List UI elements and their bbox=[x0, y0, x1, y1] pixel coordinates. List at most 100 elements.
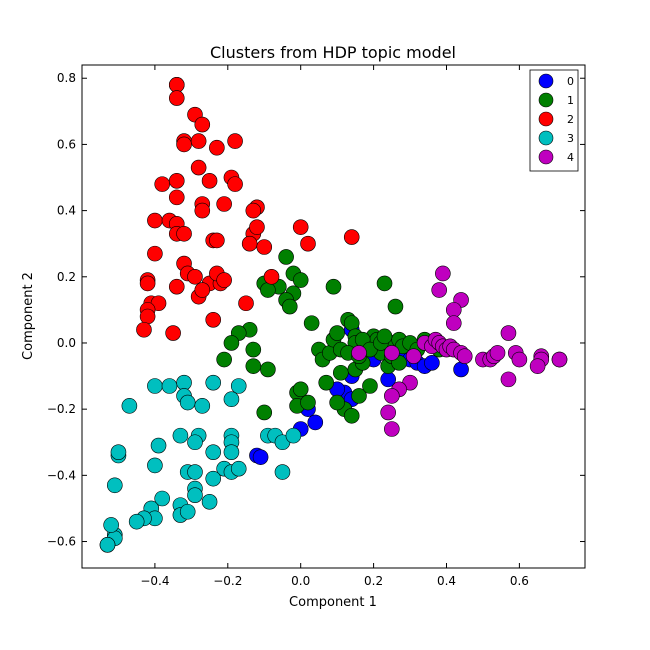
point-1-22 bbox=[300, 394, 316, 411]
point-4-21 bbox=[511, 351, 528, 368]
point-4-34 bbox=[351, 345, 367, 361]
point-1-25 bbox=[318, 374, 335, 391]
y-tick-label: −0.4 bbox=[47, 468, 76, 482]
point-2-10 bbox=[190, 159, 207, 176]
point-3-3 bbox=[205, 374, 222, 391]
y-tick-label: 0.2 bbox=[57, 270, 76, 284]
series-3 bbox=[99, 374, 302, 553]
point-4-35 bbox=[384, 345, 400, 361]
point-1-46 bbox=[387, 298, 404, 315]
point-2-52 bbox=[136, 321, 152, 338]
point-4-5 bbox=[500, 325, 517, 341]
point-3-33 bbox=[154, 490, 170, 507]
point-4-25 bbox=[551, 351, 568, 368]
point-3-39 bbox=[201, 494, 218, 510]
legend-label-0: 0 bbox=[567, 75, 574, 88]
legend-label-4: 4 bbox=[567, 151, 574, 164]
point-2-44 bbox=[216, 272, 232, 288]
point-2-28 bbox=[209, 232, 225, 249]
point-4-27 bbox=[500, 371, 517, 388]
y-tick-label: 0.6 bbox=[57, 137, 76, 151]
point-1-2 bbox=[292, 272, 309, 288]
point-1-13 bbox=[223, 335, 240, 351]
plot-area bbox=[99, 77, 568, 553]
point-2-30 bbox=[249, 219, 265, 235]
point-4-26 bbox=[529, 358, 546, 374]
y-tick-label: −0.6 bbox=[47, 535, 76, 549]
point-2-11 bbox=[201, 173, 218, 189]
y-tick-label: 0.8 bbox=[57, 71, 76, 85]
point-2-2 bbox=[168, 90, 185, 106]
point-1-33 bbox=[343, 315, 360, 331]
point-4-31 bbox=[384, 388, 400, 404]
point-2-34 bbox=[300, 235, 316, 252]
point-2-32 bbox=[256, 239, 273, 255]
point-2-36 bbox=[147, 245, 163, 262]
point-2-6 bbox=[176, 136, 192, 153]
point-1-18 bbox=[256, 404, 273, 421]
point-1-17 bbox=[245, 358, 262, 374]
point-3-0 bbox=[147, 378, 163, 394]
point-3-4 bbox=[230, 378, 247, 394]
point-3-21 bbox=[150, 437, 167, 454]
point-2-19 bbox=[216, 196, 232, 212]
series-4 bbox=[351, 265, 568, 437]
y-axis-label: Component 2 bbox=[21, 272, 36, 360]
point-1-36 bbox=[351, 388, 367, 404]
point-2-40 bbox=[168, 278, 185, 295]
point-1-8 bbox=[260, 282, 276, 298]
point-3-13 bbox=[285, 427, 302, 444]
point-3-1 bbox=[161, 378, 178, 394]
point-0-20 bbox=[307, 414, 324, 431]
point-1-10 bbox=[303, 315, 320, 331]
point-2-31 bbox=[241, 235, 258, 252]
point-3-23 bbox=[172, 427, 189, 444]
point-3-5 bbox=[121, 398, 138, 414]
point-2-56 bbox=[205, 312, 222, 328]
legend-marker-1 bbox=[538, 92, 554, 108]
point-2-16 bbox=[168, 189, 185, 206]
point-3-14 bbox=[274, 464, 291, 480]
point-3-35 bbox=[187, 487, 203, 504]
point-3-32 bbox=[107, 477, 123, 494]
y-tick-label: −0.2 bbox=[47, 402, 76, 416]
point-3-38 bbox=[179, 503, 196, 520]
point-4-32 bbox=[380, 404, 396, 421]
point-1-20 bbox=[292, 381, 309, 398]
legend-box bbox=[529, 69, 579, 172]
point-2-15 bbox=[168, 173, 185, 189]
point-4-28 bbox=[405, 348, 422, 365]
x-tick-label: −0.4 bbox=[140, 574, 169, 588]
x-tick-label: −0.2 bbox=[213, 574, 242, 588]
point-0-12 bbox=[453, 361, 469, 378]
point-1-0 bbox=[278, 249, 294, 265]
x-tick-label: 0.6 bbox=[510, 574, 529, 588]
point-1-39 bbox=[362, 378, 378, 394]
x-axis: −0.4 −0.2 0.0 0.2 0.4 0.6 bbox=[140, 65, 529, 588]
point-1-15 bbox=[245, 341, 262, 358]
x-axis-label: Component 1 bbox=[289, 595, 377, 610]
point-1-43 bbox=[376, 275, 393, 292]
point-4-1 bbox=[431, 282, 448, 298]
legend-label-1: 1 bbox=[567, 94, 574, 107]
point-2-22 bbox=[147, 212, 163, 229]
point-1-9 bbox=[325, 278, 342, 295]
point-2-53 bbox=[165, 325, 181, 341]
point-2-18 bbox=[194, 202, 211, 219]
point-2-47 bbox=[139, 275, 156, 292]
legend-marker-4 bbox=[538, 149, 554, 165]
legend-label-3: 3 bbox=[567, 132, 574, 145]
point-4-15 bbox=[456, 348, 473, 365]
point-3-17 bbox=[223, 444, 240, 460]
x-tick-label: 0.2 bbox=[364, 574, 383, 588]
point-2-14 bbox=[154, 176, 170, 192]
legend-marker-2 bbox=[538, 111, 554, 127]
point-3-7 bbox=[179, 394, 196, 411]
point-2-7 bbox=[190, 133, 207, 149]
legend: 0 1 2 3 4 bbox=[529, 69, 579, 172]
point-2-9 bbox=[227, 133, 243, 149]
point-2-4 bbox=[194, 116, 211, 133]
point-4-19 bbox=[489, 345, 506, 361]
point-3-43 bbox=[128, 513, 145, 530]
